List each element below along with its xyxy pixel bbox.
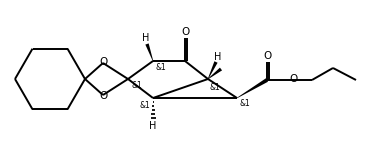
Text: H: H xyxy=(214,52,222,62)
Polygon shape xyxy=(208,68,222,79)
Text: O: O xyxy=(264,51,272,61)
Text: O: O xyxy=(289,74,297,84)
Polygon shape xyxy=(237,78,268,98)
Text: O: O xyxy=(100,57,108,67)
Text: H: H xyxy=(142,33,150,43)
Text: &1: &1 xyxy=(139,100,150,109)
Polygon shape xyxy=(208,61,218,79)
Text: O: O xyxy=(100,91,108,101)
Text: O: O xyxy=(182,27,190,37)
Text: &1: &1 xyxy=(156,63,167,72)
Text: &1: &1 xyxy=(239,100,250,109)
Text: H: H xyxy=(149,121,157,131)
Polygon shape xyxy=(146,43,153,61)
Text: &1: &1 xyxy=(132,82,143,91)
Text: &1: &1 xyxy=(210,82,221,91)
